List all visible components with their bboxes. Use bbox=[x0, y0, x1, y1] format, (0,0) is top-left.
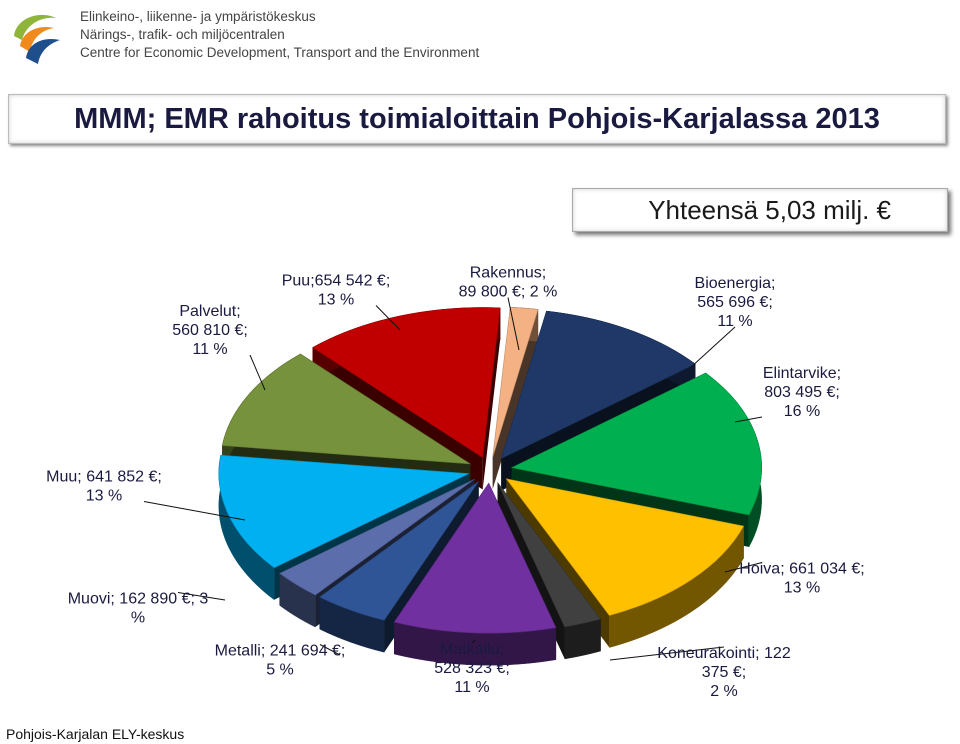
slice-label-matkailu: Matkailu; 528 323 €; 11 % bbox=[434, 641, 510, 696]
leader-line-puu bbox=[375, 305, 401, 331]
slice-label-metalli: Metalli; 241 694 €; 5 % bbox=[215, 643, 346, 679]
slice-metalli bbox=[319, 481, 479, 621]
slice-label-muovi: Muovi; 162 890 €; 3% bbox=[68, 591, 209, 627]
slice-label-koneurakointi: Koneurakointi; 122 375 €; 2 % bbox=[657, 645, 791, 700]
footer-label: Pohjois-Karjalan ELY-keskus bbox=[6, 726, 185, 742]
slice-hoiva bbox=[505, 478, 745, 616]
slice-koneurakointi bbox=[497, 482, 602, 628]
chart-title: MMM; EMR rahoitus toimialoittain Pohjois… bbox=[74, 103, 880, 135]
slice-muu bbox=[218, 454, 470, 569]
total-box: Yhteensä 5,03 milj. € bbox=[572, 188, 948, 232]
org-name-en: Centre for Economic Development, Transpo… bbox=[80, 45, 480, 60]
slice-puu bbox=[312, 307, 501, 459]
leader-line-metalli bbox=[319, 644, 341, 656]
slice-matkailu bbox=[393, 482, 557, 634]
leader-line-matkailu bbox=[471, 639, 476, 644]
slice-labels: Rakennus; 89 800 €; 2 % Bioenergia; 565 696… bbox=[46, 265, 865, 701]
slice-palvelut bbox=[221, 353, 471, 465]
slice-muovi bbox=[279, 479, 475, 596]
org-names: Elinkeino-, liikenne- ja ympäristökeskus… bbox=[80, 8, 479, 62]
leader-line-rakennus bbox=[507, 297, 520, 351]
slice-label-rakennus: Rakennus; 89 800 €; 2 % bbox=[459, 265, 558, 301]
ely-logo bbox=[8, 8, 68, 68]
leader-lines bbox=[143, 297, 763, 661]
slice-label-elintarvike: Elintarvike; 803 495 €; 16 % bbox=[763, 365, 841, 420]
slice-wall-puu bbox=[482, 307, 501, 490]
title-box: MMM; EMR rahoitus toimialoittain Pohjois… bbox=[8, 94, 946, 144]
slice-wall-rakennus bbox=[492, 309, 538, 489]
leader-line-hoiva bbox=[724, 562, 763, 573]
org-name-fi: Elinkeino-, liikenne- ja ympäristökeskus bbox=[80, 9, 316, 24]
slice-label-palvelut: Palvelut; 560 810 €; 11 % bbox=[172, 303, 248, 358]
leader-line-muovi bbox=[177, 592, 226, 601]
leader-line-muu bbox=[143, 501, 246, 521]
slice-label-bioenergia: Bioenergia; 565 696 €; 11 % bbox=[695, 275, 776, 330]
leader-line-elintarvike bbox=[734, 416, 763, 423]
slice-label-hoiva: Hoiva; 661 034 €; 13 % bbox=[739, 561, 864, 597]
slice-elintarvike bbox=[510, 372, 762, 516]
slice-label-puu: Puu;654 542 €; 13 % bbox=[282, 273, 391, 309]
slice-bioenergia bbox=[500, 310, 696, 460]
slice-label-muu: Muu; 641 852 €; 13 % bbox=[46, 469, 162, 505]
leader-line-koneurakointi bbox=[609, 646, 725, 661]
pie-tops bbox=[218, 306, 762, 634]
leader-line-bioenergia bbox=[689, 326, 736, 369]
total-label: Yhteensä 5,03 milj. € bbox=[648, 195, 891, 225]
leader-line-palvelut bbox=[249, 354, 266, 391]
org-name-sv: Närings-, trafik- och miljöcentralen bbox=[80, 27, 285, 42]
